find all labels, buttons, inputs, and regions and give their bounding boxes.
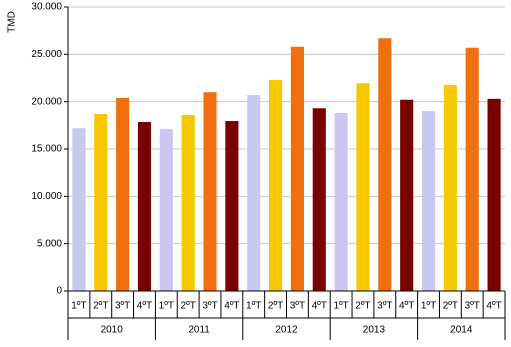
bar xyxy=(290,46,304,292)
y-tick-label: 0 xyxy=(56,286,62,297)
bar xyxy=(116,97,130,291)
x-tick-label: 1ºT xyxy=(421,301,436,312)
bar xyxy=(269,79,283,291)
bar xyxy=(203,92,217,291)
bar xyxy=(465,47,479,291)
y-tick-label: 10.000 xyxy=(31,191,62,202)
x-tick-label: 3ºT xyxy=(202,301,217,312)
x-group-label: 2011 xyxy=(188,325,210,336)
y-axis-label: TMD xyxy=(7,11,18,33)
x-tick-label: 3ºT xyxy=(115,301,130,312)
bar xyxy=(225,121,239,291)
x-tick-label: 4ºT xyxy=(224,301,239,312)
bar xyxy=(356,83,370,291)
x-group-label: 2013 xyxy=(363,325,386,336)
x-tick-label: 1ºT xyxy=(246,301,261,312)
y-tick-label: 30.000 xyxy=(31,2,62,13)
x-tick-label: 2ºT xyxy=(181,301,196,312)
bar xyxy=(334,113,348,291)
x-tick-label: 3ºT xyxy=(377,301,392,312)
bar xyxy=(159,129,173,291)
bar xyxy=(72,128,86,291)
x-tick-label: 2ºT xyxy=(355,301,370,312)
x-tick-label: 1ºT xyxy=(333,301,348,312)
x-tick-label: 4ºT xyxy=(486,301,501,312)
x-group-label: 2010 xyxy=(101,325,124,336)
bar xyxy=(400,99,414,291)
x-tick-label: 3ºT xyxy=(465,301,480,312)
bar xyxy=(137,122,152,292)
y-tick-label: 5.000 xyxy=(37,238,62,249)
x-tick-label: 4ºT xyxy=(312,301,327,312)
bar xyxy=(487,98,501,292)
y-tick-label: 15.000 xyxy=(31,144,62,155)
bar xyxy=(94,113,108,292)
x-tick-label: 3ºT xyxy=(290,301,305,312)
bar xyxy=(378,38,392,291)
bar xyxy=(247,95,261,291)
x-tick-label: 4ºT xyxy=(137,301,152,312)
x-tick-label: 2ºT xyxy=(443,301,458,312)
x-tick-label: 1ºT xyxy=(71,301,86,312)
y-tick-label: 25.000 xyxy=(31,49,62,60)
x-tick-label: 1ºT xyxy=(159,301,174,312)
x-group-label: 2012 xyxy=(275,325,298,336)
x-tick-label: 4ºT xyxy=(399,301,414,312)
bar xyxy=(312,108,326,291)
bar xyxy=(421,111,436,291)
x-group-label: 2014 xyxy=(450,325,473,336)
bar xyxy=(443,85,457,291)
x-tick-label: 2ºT xyxy=(268,301,283,312)
y-tick-label: 20.000 xyxy=(31,96,62,107)
x-tick-label: 2ºT xyxy=(93,301,108,312)
bar xyxy=(181,114,195,291)
